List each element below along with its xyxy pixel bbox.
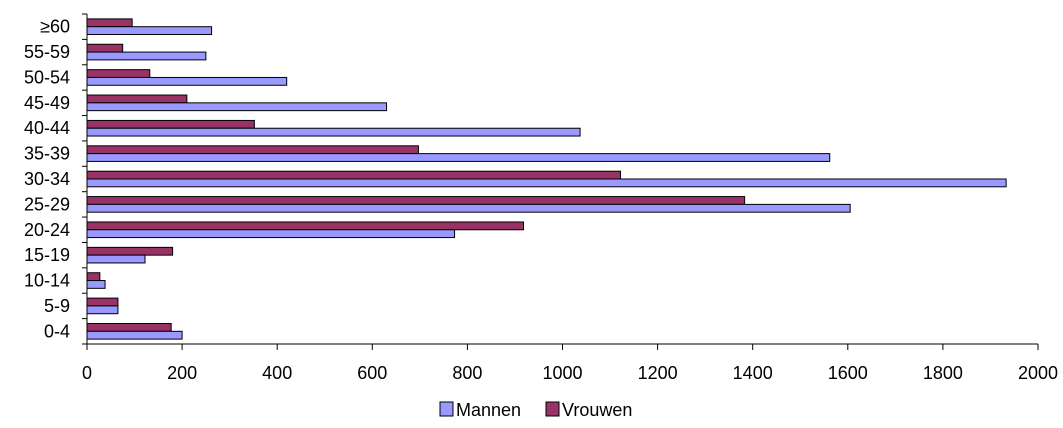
bar-vrouwen-≥60 xyxy=(86,18,133,28)
x-tick-label: 0 xyxy=(82,363,92,383)
x-tick-label: 800 xyxy=(452,363,482,383)
y-tick-label: 20-24 xyxy=(24,220,70,240)
y-tick-label: 0-4 xyxy=(44,321,70,341)
x-tick-label: 1800 xyxy=(923,363,963,383)
bar-mannen-10-14 xyxy=(86,280,106,289)
bar-mannen-35-39 xyxy=(86,153,831,162)
bar-vrouwen-30-34 xyxy=(86,170,622,180)
x-tick-label: 400 xyxy=(262,363,292,383)
y-tick-label: 5-9 xyxy=(44,296,70,316)
legend-label-mannen: Mannen xyxy=(456,400,521,420)
x-tick-label: 1600 xyxy=(828,363,868,383)
bar-mannen-25-29 xyxy=(86,203,851,213)
bar-mannen-30-34 xyxy=(86,178,1007,188)
x-tick-label: 1000 xyxy=(542,363,582,383)
legend-swatch-vrouwen xyxy=(545,401,560,417)
y-tick-label: 40-44 xyxy=(24,118,70,138)
y-tick-label: 55-59 xyxy=(24,42,70,62)
bar-mannen-40-44 xyxy=(86,127,581,137)
axes-group xyxy=(82,13,1039,350)
bar-vrouwen-0-4 xyxy=(86,323,172,332)
y-tick-label: 10-14 xyxy=(24,271,70,291)
x-tick-label: 600 xyxy=(357,363,387,383)
y-tick-label: 50-54 xyxy=(24,67,70,87)
bar-vrouwen-20-24 xyxy=(86,221,525,231)
y-tick-label: 30-34 xyxy=(24,169,70,189)
bar-mannen-0-4 xyxy=(86,330,183,340)
legend-label-vrouwen: Vrouwen xyxy=(562,400,632,420)
bar-vrouwen-25-29 xyxy=(86,196,746,205)
y-tick-label: 25-29 xyxy=(24,194,70,214)
bar-mannen-15-19 xyxy=(86,254,146,264)
y-tick-label: ≥60 xyxy=(40,17,70,37)
bar-mannen-5-9 xyxy=(86,305,119,315)
x-tick-label: 1400 xyxy=(733,363,773,383)
bar-vrouwen-10-14 xyxy=(86,272,101,282)
bar-mannen-≥60 xyxy=(86,26,213,35)
bar-vrouwen-55-59 xyxy=(86,43,124,53)
bar-vrouwen-50-54 xyxy=(86,69,151,78)
y-tick-label: 15-19 xyxy=(24,245,70,265)
x-tick-label: 1200 xyxy=(638,363,678,383)
bar-vrouwen-15-19 xyxy=(86,246,174,256)
legend-swatch-mannen xyxy=(439,401,454,417)
y-tick-labels: 0-4 5-9 10-14 15-19 20-24 25-29 30-34 35-39 40-4… xyxy=(24,17,70,342)
x-tick-label: 200 xyxy=(167,363,197,383)
y-tick-label: 35-39 xyxy=(24,144,70,164)
bar-mannen-20-24 xyxy=(86,229,456,239)
x-tick-labels: 0 200 400 600 800 1000 1200 1400 1600 1800 2000 xyxy=(82,363,1058,383)
legend: Mannen Vrouwen xyxy=(439,400,632,420)
bar-vrouwen-5-9 xyxy=(86,297,119,307)
bar-mannen-45-49 xyxy=(86,102,388,112)
bar-vrouwen-40-44 xyxy=(86,119,255,129)
bar-mannen-50-54 xyxy=(86,76,288,86)
bars-group xyxy=(86,18,1007,340)
x-tick-label: 2000 xyxy=(1018,363,1058,383)
y-tick-label: 45-49 xyxy=(24,93,70,113)
bar-vrouwen-45-49 xyxy=(86,94,188,104)
bar-mannen-55-59 xyxy=(86,51,207,61)
bar-vrouwen-35-39 xyxy=(86,145,419,155)
